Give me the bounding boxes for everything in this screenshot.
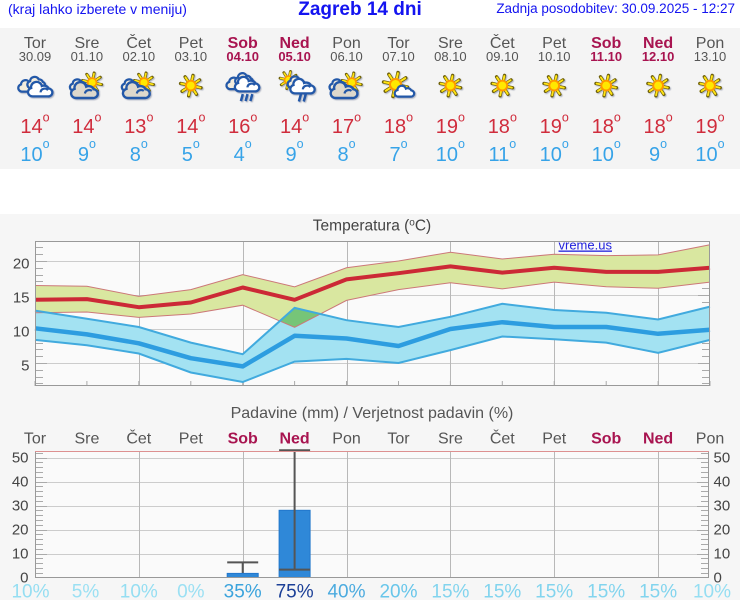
svg-text:50: 50 [714,450,731,467]
svg-text:35%: 35% [224,582,262,600]
svg-text:5%: 5% [72,582,100,600]
svg-text:10%: 10% [11,582,49,600]
svg-text:40%: 40% [327,582,365,600]
svg-text:10%: 10% [120,582,158,600]
svg-text:15%: 15% [431,582,469,600]
svg-text:0: 0 [20,570,28,587]
svg-text:Ned: Ned [279,431,309,448]
svg-text:Pon: Pon [696,431,724,448]
svg-text:40: 40 [12,474,29,491]
svg-text:10: 10 [714,546,731,563]
svg-text:20: 20 [13,256,30,273]
svg-text:Sob: Sob [591,431,621,448]
svg-text:15%: 15% [639,582,677,600]
svg-text:15%: 15% [483,582,521,600]
svg-text:10: 10 [12,546,29,563]
svg-text:15%: 15% [587,582,625,600]
svg-text:0%: 0% [177,582,205,600]
svg-text:20%: 20% [379,582,417,600]
svg-text:Sob: Sob [228,431,258,448]
svg-text:vreme.us: vreme.us [559,238,613,253]
svg-text:15: 15 [13,290,30,307]
svg-text:Temperatura (oC): Temperatura (oC) [313,218,431,235]
svg-text:30: 30 [12,498,29,515]
svg-text:Pon: Pon [332,431,360,448]
svg-text:Tor: Tor [24,431,47,448]
svg-text:40: 40 [714,474,731,491]
svg-text:5: 5 [21,358,29,375]
svg-text:20: 20 [12,522,29,539]
svg-text:50: 50 [12,450,29,467]
svg-text:Sre: Sre [74,431,99,448]
svg-text:Padavine (mm) / Verjetnost pad: Padavine (mm) / Verjetnost padavin (%) [231,405,514,422]
svg-text:75%: 75% [276,582,314,600]
svg-text:Pet: Pet [179,431,204,448]
svg-text:Ned: Ned [643,431,673,448]
svg-text:10: 10 [13,324,30,341]
svg-text:Čet: Čet [126,429,151,448]
svg-text:Čet: Čet [490,429,515,448]
svg-text:20: 20 [714,522,731,539]
svg-text:Tor: Tor [387,431,410,448]
svg-text:15%: 15% [535,582,573,600]
svg-text:Pet: Pet [542,431,567,448]
svg-text:10%: 10% [693,582,731,600]
svg-text:30: 30 [714,498,731,515]
svg-text:0: 0 [714,570,722,587]
svg-text:Sre: Sre [438,431,463,448]
